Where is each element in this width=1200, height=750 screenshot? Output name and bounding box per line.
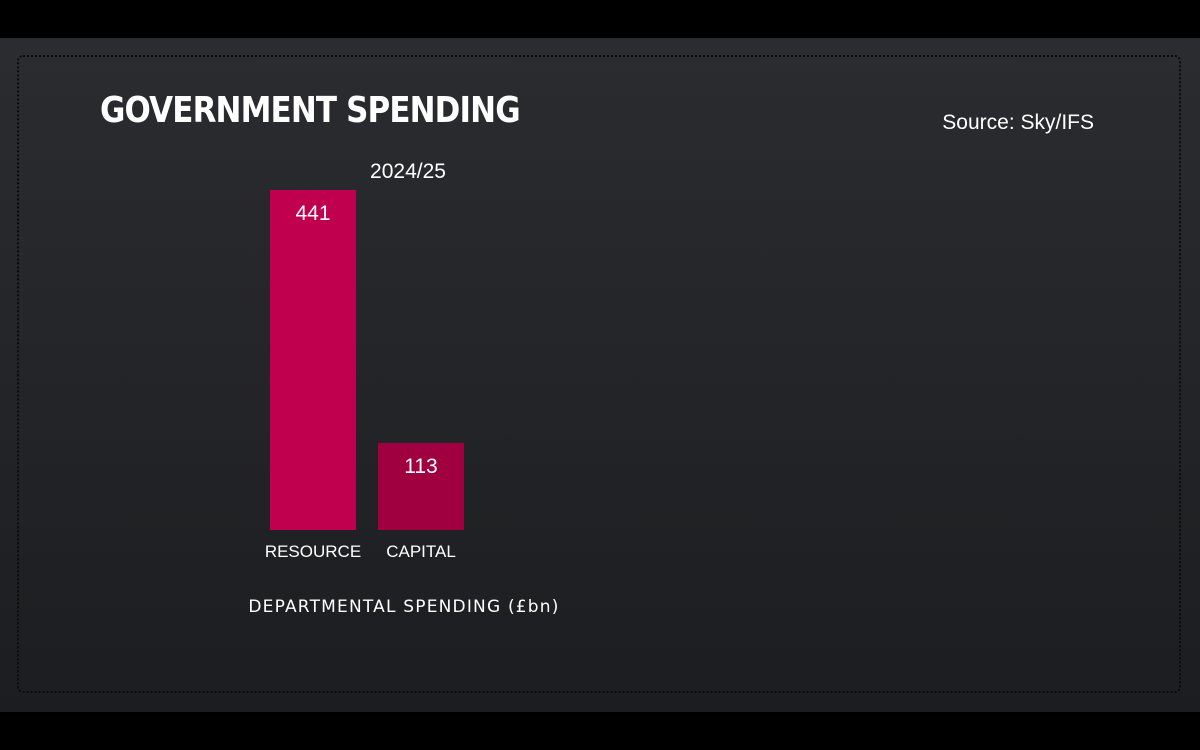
bar-chart: 2024/25 441 RESOURCE 113 CAPITAL DEPARTMENT… (248, 160, 559, 617)
chart-subtitle: 2024/25 (370, 160, 446, 183)
bars-group: 441 RESOURCE 113 CAPITAL (265, 190, 464, 561)
source-label: Source: Sky/IFS (942, 111, 1094, 134)
chart-title: GOVERNMENT SPENDING (100, 90, 521, 131)
bar-resource (270, 190, 356, 530)
dotted-frame (17, 55, 1181, 693)
category-label-capital: CAPITAL (386, 542, 456, 561)
bar-capital (378, 442, 464, 530)
x-axis-label: DEPARTMENTAL SPENDING (£bn) (248, 597, 559, 617)
category-label-resource: RESOURCE (265, 542, 361, 561)
chart-canvas: GOVERNMENT SPENDING Source: Sky/IFS 2024… (0, 38, 1200, 712)
data-label-capital: 113 (404, 455, 437, 478)
data-label-resource: 441 (295, 202, 330, 225)
